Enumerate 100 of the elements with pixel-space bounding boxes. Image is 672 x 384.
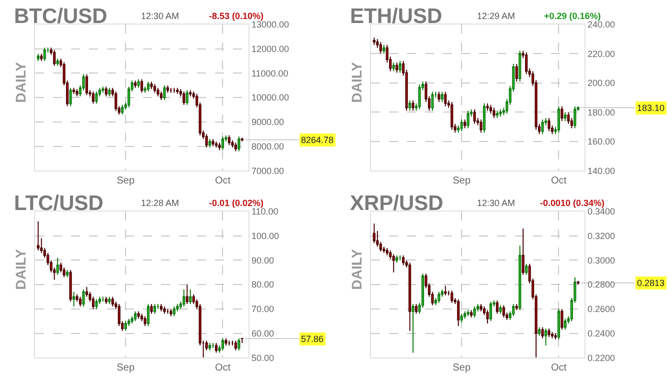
candlestick: [186, 284, 188, 305]
candlestick: [137, 78, 140, 88]
candlestick: [72, 87, 76, 94]
candlestick: [76, 294, 78, 302]
y-tick-label: 160.00: [587, 136, 615, 147]
y-tick-label: 13000.00: [251, 20, 289, 30]
candlestick: [69, 269, 72, 302]
y-tick-label: 110.00: [251, 206, 278, 217]
candlestick: [502, 304, 505, 318]
y-tick-label: 220.00: [587, 48, 615, 59]
candlestick: [396, 254, 398, 264]
x-tick-label: Sep: [452, 362, 471, 374]
candlestick: [550, 332, 554, 339]
candlestick: [137, 310, 140, 320]
candlestick: [189, 288, 192, 305]
candlestick: [418, 84, 421, 110]
candlestick: [72, 291, 76, 307]
candlestick: [567, 112, 570, 124]
candlestick: [392, 254, 395, 273]
candlestick: [464, 119, 466, 129]
candlestick: [238, 136, 240, 152]
candlestick: [228, 340, 231, 346]
candlestick: [544, 328, 548, 346]
candlestick: [482, 102, 486, 134]
candlestick: [402, 254, 405, 266]
candlestick: [382, 246, 386, 254]
candlestick: [156, 87, 160, 97]
annotation: 0.2813: [637, 278, 665, 288]
candlestick: [130, 316, 134, 324]
candlestick: [522, 228, 524, 276]
candlestick: [489, 104, 492, 114]
candlestick: [444, 91, 447, 107]
chart-title: LTC/USD: [14, 192, 104, 215]
x-tick-label: Sep: [116, 176, 135, 187]
y-tick-label: 0.2800: [587, 280, 615, 290]
candlestick: [214, 342, 218, 354]
y-tick-label: 0.3200: [587, 230, 615, 241]
candlestick: [111, 296, 114, 307]
candlestick: [160, 90, 163, 100]
candlestick: [144, 316, 146, 326]
candlestick: [36, 220, 40, 251]
candlestick: [182, 288, 186, 307]
candlestick: [460, 119, 463, 132]
candlestick: [170, 87, 172, 94]
candlestick: [560, 308, 564, 330]
candlestick: [146, 81, 150, 92]
chart-subtitle: 12:30 AM: [141, 11, 180, 21]
candlestick: [182, 90, 186, 106]
candlestick: [114, 90, 118, 112]
candlestick: [574, 106, 576, 129]
candlestick: [212, 342, 214, 348]
candlestick: [512, 304, 515, 317]
candlestick: [189, 90, 192, 97]
candlestick: [108, 87, 111, 97]
candlestick: [121, 104, 124, 116]
text: -0.01 (0.02%): [209, 198, 264, 208]
text: +0.29 (0.16%): [544, 11, 601, 21]
y-tick-label: 0.3000: [587, 255, 615, 266]
candlestick: [466, 310, 470, 317]
candlestick: [95, 298, 98, 310]
candlestick: [166, 308, 169, 314]
candlestick: [557, 308, 560, 340]
y-axis-title: DAILY: [348, 61, 365, 103]
candlestick: [396, 62, 398, 74]
x-tick-label: Oct: [550, 362, 567, 374]
candlestick: [36, 53, 40, 62]
y-tick-label: 10000.00: [251, 92, 289, 103]
y-tick-label: 9000.00: [251, 117, 284, 128]
candlestick: [496, 300, 499, 314]
chart-subtitle: 12:29 AM: [477, 11, 516, 21]
candlestick: [102, 86, 104, 94]
candlestick: [43, 47, 46, 62]
candlestick: [231, 140, 234, 148]
chart-title: BTC/USD: [14, 5, 108, 28]
candlestick: [240, 338, 244, 344]
candlestick: [82, 288, 85, 307]
candlestick: [205, 134, 208, 148]
candlestick: [414, 304, 418, 314]
candlestick: [218, 142, 221, 150]
candlestick: [450, 101, 454, 130]
candlestick: [92, 296, 95, 310]
candlestick: [464, 310, 466, 320]
candlestick: [450, 290, 454, 304]
candlestick: [398, 254, 402, 261]
candlestick: [234, 142, 237, 152]
candlestick: [104, 296, 108, 305]
candlestick: [212, 138, 214, 147]
candlestick: [134, 310, 137, 322]
candlestick: [208, 138, 212, 148]
candlestick: [160, 304, 163, 312]
candlestick: [224, 338, 228, 346]
candlestick: [150, 304, 153, 314]
candlestick: [76, 88, 78, 97]
candlestick: [221, 136, 224, 150]
candlestick: [214, 140, 218, 148]
candlestick: [518, 245, 522, 311]
candlestick: [382, 44, 386, 54]
candlestick: [176, 304, 179, 312]
candlestick: [166, 84, 169, 94]
candlestick: [525, 263, 528, 276]
